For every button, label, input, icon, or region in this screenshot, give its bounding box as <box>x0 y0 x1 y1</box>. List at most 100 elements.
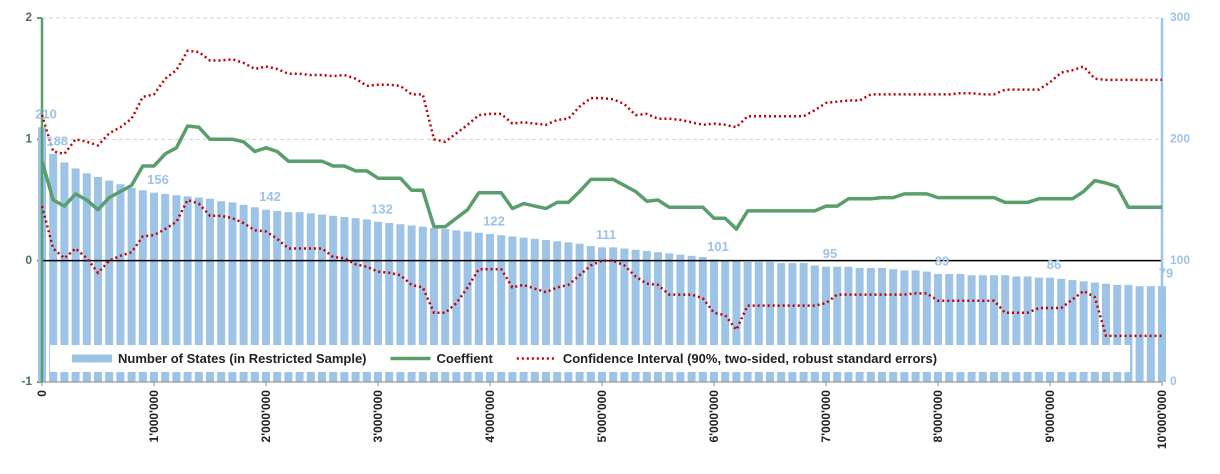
bar <box>172 195 181 382</box>
bar-value-label: 132 <box>371 201 393 216</box>
bar <box>452 230 461 382</box>
bar <box>385 223 394 382</box>
bar <box>844 266 853 382</box>
bar <box>922 271 931 382</box>
bar <box>1079 281 1088 382</box>
legend-box <box>50 345 1130 372</box>
bar-value-label: 89 <box>935 253 949 268</box>
bar <box>598 247 606 382</box>
bar <box>441 229 450 382</box>
bar <box>351 218 360 382</box>
bar <box>161 193 170 382</box>
bar <box>676 254 685 382</box>
x-tick-label: 8'000'000 <box>931 390 945 443</box>
bar <box>687 255 696 382</box>
bar <box>340 216 349 382</box>
bar <box>1090 282 1099 382</box>
bar <box>743 261 752 382</box>
bar <box>1135 286 1144 382</box>
bar-value-label: 156 <box>147 172 169 187</box>
bar <box>71 168 80 382</box>
bar <box>710 259 718 382</box>
bar <box>1146 286 1155 382</box>
bar <box>127 187 136 382</box>
bar <box>396 224 405 382</box>
bar <box>754 261 763 382</box>
y-tick-label: 1 <box>25 132 32 146</box>
bar-value-label: 86 <box>1047 257 1061 272</box>
bar <box>362 219 371 382</box>
y2-tick-label: 0 <box>1170 374 1177 388</box>
bar <box>822 266 830 382</box>
bar <box>990 275 998 382</box>
x-tick-label: 9'000'000 <box>1043 390 1057 443</box>
bar <box>609 247 618 382</box>
bar-value-label: 188 <box>46 133 68 148</box>
bar-value-label: 122 <box>483 213 505 228</box>
bar <box>967 275 976 382</box>
bar <box>183 196 192 382</box>
bar-value-label: 101 <box>707 239 729 254</box>
bar <box>318 214 326 382</box>
x-tick-label: 7'000'000 <box>819 390 833 443</box>
bar <box>542 240 550 382</box>
bar-value-label: 142 <box>259 189 281 204</box>
legend: Number of States (in Restricted Sample) C… <box>50 345 1130 372</box>
bar <box>665 253 674 382</box>
x-tick-label: 2'000'000 <box>259 390 273 443</box>
bar <box>654 252 662 382</box>
x-tick-label: 4'000'000 <box>483 390 497 443</box>
bar <box>463 231 472 382</box>
coefficient-line <box>40 124 1162 231</box>
bar <box>777 263 786 382</box>
bar <box>94 176 102 382</box>
x-tick-label: 10'000'000 <box>1155 390 1169 449</box>
bar <box>934 274 942 382</box>
bar-value-label: 210 <box>35 107 57 122</box>
bar <box>273 210 282 382</box>
bar <box>519 237 528 382</box>
bar <box>878 267 886 382</box>
bar <box>620 248 629 382</box>
bar <box>295 212 304 382</box>
bar <box>799 263 808 382</box>
bar <box>575 243 584 382</box>
bar <box>978 275 987 382</box>
bar <box>407 225 416 382</box>
bar <box>486 233 494 382</box>
bar-value-label: 95 <box>823 246 837 261</box>
bar-value-label: 79 <box>1159 266 1173 281</box>
legend-label: Confidence Interval (90%, two-sided, rob… <box>563 351 937 366</box>
bar <box>474 232 483 382</box>
bar <box>150 192 158 382</box>
bar <box>497 235 506 382</box>
y2-tick-label: 100 <box>1170 253 1190 267</box>
bar <box>911 270 920 382</box>
bar <box>810 265 819 382</box>
bar <box>1001 275 1010 382</box>
bar <box>833 266 842 382</box>
bar <box>1102 283 1110 382</box>
bar <box>374 221 382 382</box>
ci-upper-line <box>40 49 1162 156</box>
bar <box>49 153 58 382</box>
bar <box>138 190 147 382</box>
bar <box>553 241 562 382</box>
bar <box>1057 278 1066 382</box>
bar <box>1046 277 1054 382</box>
bar <box>530 238 539 382</box>
legend-label: Number of States (in Restricted Sample) <box>118 351 367 366</box>
bar <box>900 270 909 382</box>
bar <box>631 249 640 382</box>
bar <box>228 202 237 382</box>
bar <box>732 260 741 382</box>
bar <box>586 246 595 382</box>
x-tick-label: 6'000'000 <box>707 390 721 443</box>
bar-value-label: 111 <box>596 227 616 242</box>
x-tick-label: 0 <box>35 390 49 397</box>
bar <box>889 269 898 382</box>
bar <box>262 209 270 382</box>
y-tick-label: 0 <box>25 253 32 267</box>
y-tick-label: -1 <box>21 374 32 388</box>
bar <box>1068 280 1077 382</box>
